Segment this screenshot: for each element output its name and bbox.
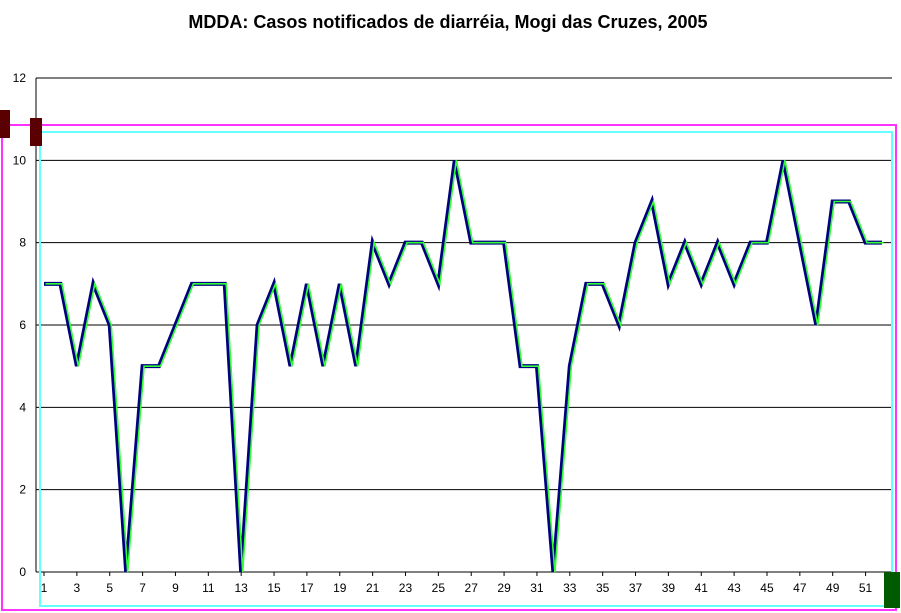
y-tick-label: 12: [13, 71, 27, 85]
y-axis: 0 2 4 6 8 10 12: [13, 71, 27, 579]
x-tick-label: 5: [106, 581, 113, 595]
series-line-highlight-0: [45, 160, 884, 573]
x-tick-label: 33: [563, 581, 577, 595]
x-tick-label: 49: [826, 581, 840, 595]
y-tick-label: 4: [19, 400, 26, 414]
resize-handle-top-left[interactable]: [0, 110, 10, 138]
x-tick-label: 21: [366, 581, 380, 595]
x-tick-label: 7: [139, 581, 146, 595]
x-tick-label: 1: [41, 581, 48, 595]
x-axis: 1 3 5 7 9 11 13 15 17 19 21 23 25 27 29 31 33 35 37 39 41 43 4…: [41, 572, 873, 595]
x-tick-label: 45: [760, 581, 774, 595]
chart-title: MDDA: Casos notificados de diarréia, Mog…: [188, 12, 707, 32]
resize-handle-left-inner[interactable]: [30, 118, 42, 146]
selection-box-inner: [39, 131, 893, 607]
x-tick-label: 41: [695, 581, 709, 595]
x-tick-label: 3: [74, 581, 81, 595]
x-tick-label: 39: [662, 581, 676, 595]
x-tick-label: 25: [432, 581, 446, 595]
x-tick-label: 19: [333, 581, 347, 595]
x-tick-label: 47: [793, 581, 807, 595]
x-tick-label: 51: [859, 581, 873, 595]
y-tick-label: 0: [19, 565, 26, 579]
y-tick-label: 2: [19, 483, 26, 497]
y-tick-label: 6: [19, 318, 26, 332]
x-tick-label: 11: [202, 581, 215, 595]
gridlines: [35, 77, 892, 573]
x-tick-label: 31: [530, 581, 544, 595]
x-tick-label: 37: [629, 581, 643, 595]
x-tick-label: 23: [399, 581, 413, 595]
x-tick-label: 13: [234, 581, 248, 595]
x-tick-label: 9: [172, 581, 179, 595]
y-tick-label: 8: [19, 236, 26, 250]
x-tick-label: 27: [465, 581, 479, 595]
y-tick-label: 10: [13, 153, 27, 167]
x-tick-label: 35: [596, 581, 610, 595]
series-layer: [44, 159, 884, 573]
series-line-0: [44, 159, 882, 573]
x-tick-label: 17: [300, 581, 314, 595]
selection-overlay: [0, 110, 900, 611]
x-tick-label: 15: [267, 581, 281, 595]
selection-box-outer: [1, 124, 897, 611]
resize-handle-bottom-right[interactable]: [884, 572, 900, 608]
x-tick-label: 29: [497, 581, 511, 595]
x-tick-label: 43: [727, 581, 741, 595]
